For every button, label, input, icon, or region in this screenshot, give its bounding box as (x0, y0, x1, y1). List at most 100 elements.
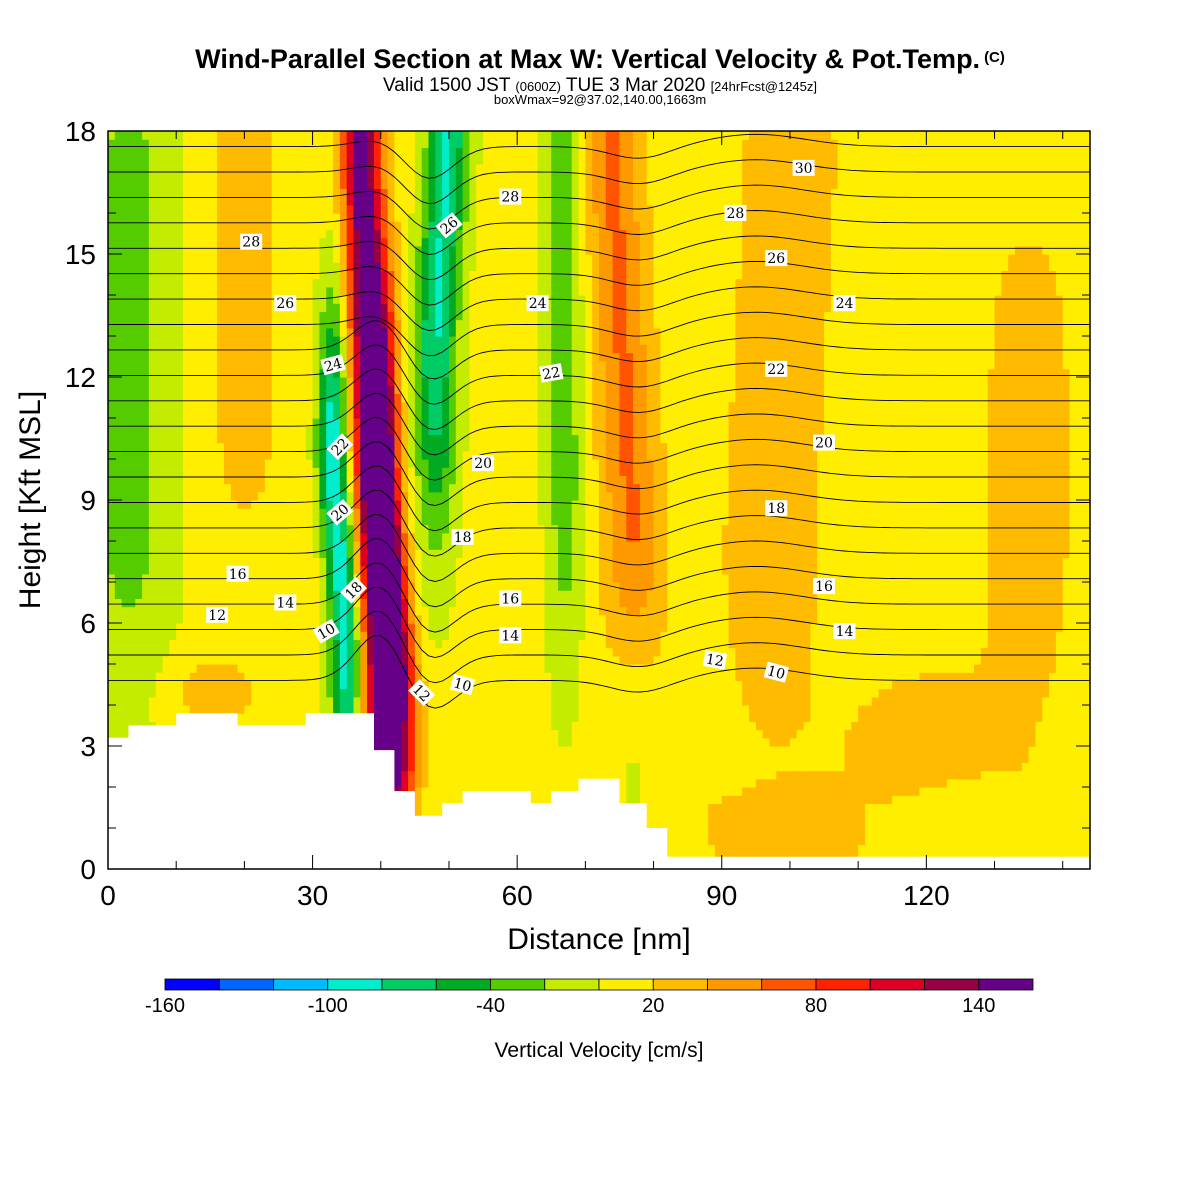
w-cell (353, 705, 361, 714)
w-cell (285, 434, 293, 444)
w-cell (333, 229, 341, 239)
w-cell (278, 631, 286, 640)
w-cell (421, 557, 430, 567)
w-cell (258, 565, 266, 575)
w-cell (408, 180, 416, 189)
w-cell (162, 491, 170, 501)
w-cell (448, 180, 457, 189)
w-cell (421, 795, 430, 804)
w-cell (448, 286, 457, 296)
w-cell (169, 196, 177, 206)
w-cell (142, 344, 150, 353)
w-cell (476, 245, 484, 255)
w-cell (210, 172, 218, 181)
w-cell (244, 713, 252, 722)
w-cell (196, 532, 205, 542)
w-cell (217, 434, 225, 444)
w-cell (353, 139, 361, 148)
w-cell (148, 647, 157, 657)
w-cell (360, 475, 368, 485)
w-cell (264, 188, 273, 198)
w-cell (373, 163, 382, 173)
w-cell (421, 262, 430, 271)
w-cell (189, 598, 198, 608)
w-cell (346, 459, 355, 468)
w-cell (251, 475, 259, 485)
w-cell (408, 598, 416, 608)
w-cell (373, 147, 382, 157)
w-cell (373, 368, 382, 378)
w-cell (162, 565, 170, 575)
w-cell (476, 696, 484, 706)
w-cell (319, 696, 327, 706)
w-cell (367, 344, 375, 353)
w-cell (203, 655, 211, 665)
w-cell (114, 344, 123, 353)
w-cell (183, 614, 191, 624)
w-cell (312, 254, 321, 263)
w-cell (462, 180, 471, 189)
w-cell (155, 278, 164, 288)
w-cell (435, 286, 443, 296)
w-cell (298, 680, 307, 690)
w-cell (414, 278, 423, 288)
w-cell (183, 139, 191, 148)
w-cell (251, 623, 259, 632)
w-cell (285, 196, 293, 206)
w-cell (189, 311, 198, 321)
w-cell (135, 368, 143, 378)
w-cell (162, 688, 170, 698)
w-cell (312, 213, 321, 222)
w-cell (142, 672, 150, 681)
w-cell (435, 721, 443, 731)
w-cell (435, 311, 443, 321)
w-cell (121, 598, 130, 608)
w-cell (203, 573, 211, 583)
w-cell (264, 377, 273, 386)
w-cell (285, 221, 293, 230)
w-cell (108, 532, 116, 542)
w-cell (237, 172, 245, 181)
w-cell (135, 631, 143, 640)
w-cell (114, 442, 123, 452)
w-cell (421, 778, 430, 788)
w-cell (394, 327, 402, 337)
w-cell (169, 172, 177, 181)
w-cell (176, 508, 184, 517)
w-cell (271, 352, 280, 362)
w-cell (114, 688, 123, 698)
w-cell (448, 360, 457, 370)
w-cell (305, 360, 314, 370)
w-cell (108, 524, 116, 534)
w-cell (128, 434, 136, 444)
w-cell (142, 131, 150, 140)
w-cell (339, 278, 348, 288)
w-cell (401, 672, 409, 681)
w-cell (483, 754, 491, 763)
w-cell (210, 286, 218, 296)
w-cell (210, 696, 218, 706)
w-cell (442, 696, 450, 706)
w-cell (114, 541, 123, 550)
w-cell (442, 254, 450, 263)
w-cell (394, 286, 402, 296)
w-cell (155, 393, 164, 403)
w-cell (121, 196, 130, 206)
w-cell (442, 385, 450, 394)
w-cell (326, 377, 334, 386)
w-cell (258, 680, 266, 690)
w-cell (394, 598, 402, 608)
w-cell (258, 467, 266, 476)
w-cell (448, 245, 457, 255)
w-cell (285, 270, 293, 280)
w-cell (353, 254, 361, 263)
w-cell (142, 245, 150, 255)
w-cell (121, 565, 130, 575)
w-cell (169, 327, 177, 337)
w-cell (292, 311, 300, 321)
w-cell (189, 270, 198, 280)
w-cell (142, 655, 150, 665)
w-cell (169, 418, 177, 427)
w-cell (367, 631, 375, 640)
